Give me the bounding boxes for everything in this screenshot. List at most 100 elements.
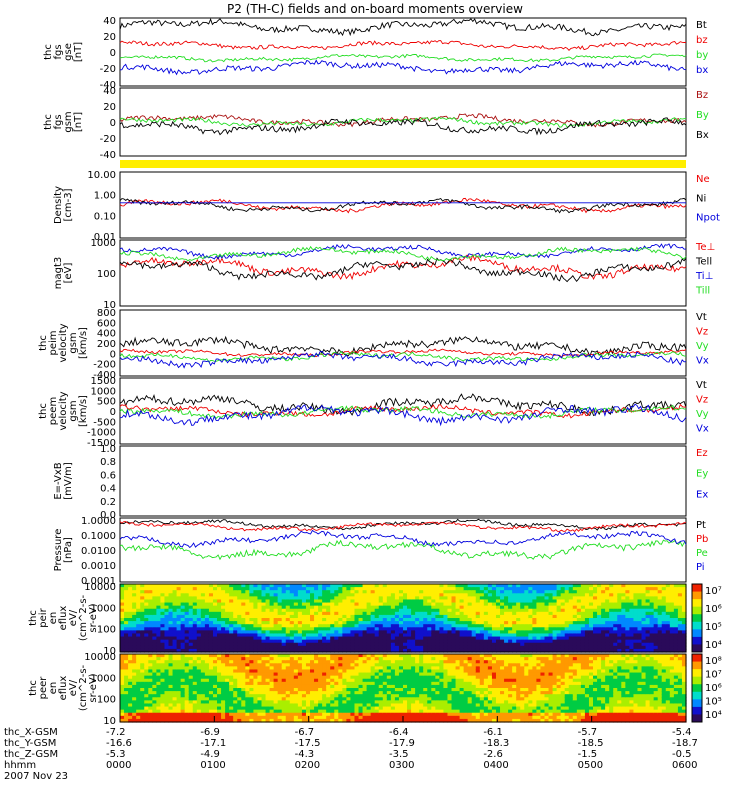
spectrogram-cell [160,621,166,625]
spectrogram-cell [277,706,283,711]
spectrogram-cell [588,645,594,650]
spectrogram-cell [176,630,182,635]
legend-Vy: Vy [696,341,709,352]
spectrogram-cell [229,712,234,717]
spectrogram-cell [297,618,303,622]
spectrogram-cell [411,587,416,591]
spectrogram-cell [277,675,283,680]
spectrogram-cell [661,599,667,604]
spectrogram-cell [508,593,513,597]
spectrogram-cell [128,672,133,677]
spectrogram-cell [132,618,137,622]
spectrogram-cell [548,593,554,597]
y-axis-label: magt3 [53,257,64,290]
spectrogram-cell [120,599,125,604]
spectrogram-cell [370,694,376,698]
spectrogram-cell [305,681,311,686]
spectrogram-cell [386,587,392,591]
spectrogram-cell [536,602,542,607]
spectrogram-cell [204,618,210,622]
spectrogram-cell [431,621,436,625]
spectrogram-cell [568,648,574,653]
spectrogram-cell [318,608,323,613]
spectrogram-cell [334,675,339,680]
spectrogram-cell [245,645,250,650]
spectrogram-cell [217,663,222,667]
spectrogram-cell [318,681,323,686]
spectrogram-cell [443,584,449,588]
spectrogram-cell [370,614,376,619]
spectrogram-cell [500,621,505,625]
spectrogram-cell [378,627,384,631]
spectrogram-cell [677,633,683,638]
spectrogram-cell [160,666,166,671]
spectrogram-cell [378,660,384,664]
spectrogram-cell [568,624,574,628]
spectrogram-cell [245,672,250,677]
spectrogram-cell [237,703,242,708]
spectrogram-cell [390,700,396,705]
spectrogram-cell [657,602,663,607]
spectrogram-cell [148,669,153,674]
spectrogram-cell [168,602,174,607]
spectrogram-cell [358,618,364,622]
spectrogram-cell [629,593,635,597]
spectrogram-cell [584,605,590,610]
spectrogram-cell [305,657,311,661]
spectrogram-cell [148,660,153,664]
spectrogram-cell [423,621,428,625]
spectrogram-cell [285,694,291,698]
spectrogram-cell [398,630,404,635]
spectrogram-cell [334,602,339,607]
spectrogram-cell [301,700,307,705]
spectrogram-cell [132,636,137,641]
spectrogram-cell [673,624,679,628]
spectrogram-cell [124,660,129,664]
spectrogram-cell [370,709,376,714]
spectrogram-cell [362,624,368,628]
spectrogram-cell [148,648,153,653]
spectrogram-cell [342,700,347,705]
spectrogram-cell [439,614,445,619]
spectrogram-cell [120,618,125,622]
spectrogram-cell [310,691,315,695]
spectrogram-cell [277,633,283,638]
spectrogram-cell [394,648,400,653]
spectrogram-cell [176,700,182,705]
spectrogram-cell [536,636,542,641]
spectrogram-cell [334,657,339,661]
spectrogram-cell [378,657,384,661]
spectrogram-cell [673,630,679,635]
spectrogram-cell [370,678,376,683]
spectrogram-cell [621,599,626,604]
spectrogram-cell [374,688,380,692]
spectrogram-cell [366,675,372,680]
spectrogram-cell [540,614,546,619]
spectrogram-cell [330,590,335,594]
spectrogram-cell [455,630,461,635]
spectrogram-cell [572,608,578,613]
spectrogram-cell [350,669,356,674]
spectrogram-cell [394,599,400,604]
spectrogram-cell [277,639,283,644]
spectrogram-cell [455,624,461,628]
spectrogram-cell [289,672,295,677]
spectrogram-cell [423,587,428,591]
spectrogram-cell [516,584,521,588]
spectrogram-cell [221,697,226,701]
spectrogram-cell [136,614,141,619]
spectrogram-cell [407,596,412,601]
spectrogram-cell [293,697,299,701]
spectrogram-cell [350,672,356,677]
spectrogram-cell [225,627,230,631]
spectrogram-cell [188,660,194,664]
spectrogram-cell [208,611,214,616]
spectrogram-cell [398,621,404,625]
spectrogram-cell [362,657,368,661]
spectrogram-cell [625,630,630,635]
spectrogram-cell [281,697,287,701]
spectrogram-cell [297,642,303,647]
spectrogram-cell [310,621,315,625]
spectrogram-cell [560,645,566,650]
spectrogram-cell [152,718,157,723]
